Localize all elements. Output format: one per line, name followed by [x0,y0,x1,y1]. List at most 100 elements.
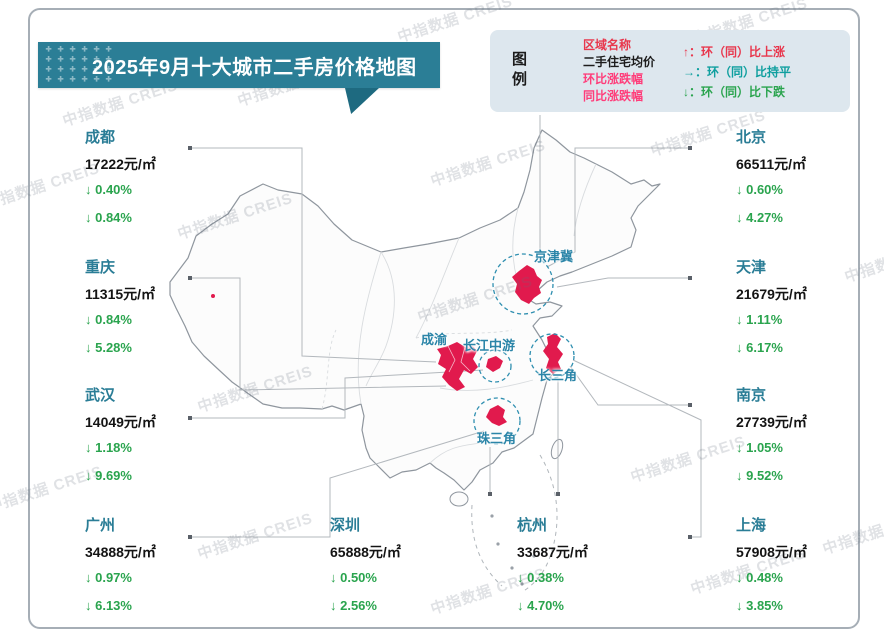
china-outline [169,129,661,491]
city-mom-change: ↓ 0.50% [330,570,377,585]
connector-dots [188,146,692,539]
city-price: 57908元/㎡ [736,544,807,560]
city-name: 南京 [736,387,767,404]
region-label-jingjinji: 京津冀 [534,249,574,264]
cluster-changsanjiao [543,333,563,374]
city-mom-change: ↓ 0.84% [85,312,132,327]
city-mom-change: ↓ 1.05% [736,440,783,455]
city-mom-change: ↓ 0.60% [736,182,783,197]
city-name: 上海 [736,517,767,534]
cluster-dot-west [211,294,215,298]
city-price: 65888元/㎡ [330,544,401,560]
circle-jingjinji [492,253,554,315]
cluster-jingjinji [512,265,542,304]
city-block-chengdu: 成都 17222元/㎡ ↓ 0.40% ↓ 0.84% [85,126,215,238]
page-border [28,8,860,629]
city-price: 11315元/㎡ [85,286,156,302]
legend-mom-change: 环比涨跌幅 [583,72,644,86]
city-yoy-change: ↓ 6.17% [736,340,783,355]
cluster-regions [211,265,563,426]
taiwan-island [550,438,564,460]
city-mom-change: ↓ 0.97% [85,570,132,585]
city-mom-change: ↓ 1.18% [85,440,132,455]
city-yoy-change: ↓ 2.56% [330,598,377,613]
city-yoy-change: ↓ 4.27% [736,210,783,225]
city-block-tianjin: 天津 21679元/㎡ ↓ 1.11% ↓ 6.17% [736,256,866,368]
city-price: 66511元/㎡ [736,156,807,172]
legend-region-name: 区域名称 [583,38,632,52]
cluster-zhusanjiao [486,405,507,426]
cluster-changjiang [486,356,503,372]
circle-zhusanjiao [473,397,521,445]
city-yoy-change: ↓ 9.52% [736,468,783,483]
city-price: 17222元/㎡ [85,156,156,172]
title-banner: 2025年9月十大城市二手房价格地图 [38,42,440,88]
city-name: 北京 [736,129,767,146]
connector-chengdu [190,147,437,363]
city-name: 成都 [85,129,116,146]
city-block-guangzhou: 广州 34888元/㎡ ↓ 0.97% ↓ 6.13% [85,514,215,626]
south-sea-boundary [471,454,558,593]
city-name: 重庆 [85,259,116,276]
city-yoy-change: ↓ 0.84% [85,210,132,225]
region-label-chengyu: 成渝 [421,332,448,347]
circle-changsanjiao [529,333,575,379]
city-block-nanjing: 南京 27739元/㎡ ↓ 1.05% ↓ 9.52% [736,384,866,496]
city-block-shenzhen: 深圳 65888元/㎡ ↓ 0.50% ↓ 2.56% [330,514,460,626]
city-name: 广州 [85,517,116,534]
legend-label: 图例 [512,51,528,88]
city-block-shanghai: 上海 57908元/㎡ ↓ 0.48% ↓ 3.85% [736,514,866,626]
connector-guangzhou [190,430,485,538]
city-price: 34888元/㎡ [85,544,156,560]
cluster-circles [473,253,575,445]
region-label-zhusanjiao: 珠三角 [477,431,517,446]
city-yoy-change: ↓ 3.85% [736,598,783,613]
city-mom-change: ↓ 0.38% [517,570,564,585]
city-block-hangzhou: 杭州 33687元/㎡ ↓ 0.38% ↓ 4.70% [517,514,647,626]
city-price: 33687元/㎡ [517,544,588,560]
city-yoy-change: ↓ 9.69% [85,468,132,483]
circle-changjiang [478,349,512,383]
connector-shanghai [572,359,702,538]
city-mom-change: ↓ 0.48% [736,570,783,585]
city-mom-change: ↓ 0.40% [85,182,132,197]
banner-plus-decoration [45,46,117,84]
legend-rows: 区域名称 二手住宅均价 环比涨跌幅 同比涨跌幅 [583,37,655,105]
city-mom-change: ↓ 1.11% [736,312,783,327]
city-yoy-change: ↓ 5.28% [85,340,132,355]
region-label-changjiang: 长江中游 [463,338,516,353]
south-sea-islets [490,514,539,586]
city-name: 杭州 [517,517,548,534]
connector-chongqing [190,277,447,391]
page-title: 2025年9月十大城市二手房价格地图 [92,56,417,79]
connector-wuhan [190,369,484,419]
city-price: 21679元/㎡ [736,286,807,302]
city-block-wuhan: 武汉 14049元/㎡ ↓ 1.18% ↓ 9.69% [85,384,215,496]
legend-yoy-change: 同比涨跌幅 [583,89,644,103]
city-name: 天津 [736,259,767,276]
legend-arrow-down: ↓：环（同）比下跌 [683,85,786,99]
city-block-beijing: 北京 66511元/㎡ ↓ 0.60% ↓ 4.27% [736,126,866,238]
connector-tianjin [556,277,690,288]
city-block-chongqing: 重庆 11315元/㎡ ↓ 0.84% ↓ 5.28% [85,256,215,368]
city-name: 深圳 [330,517,361,534]
city-name: 武汉 [85,387,116,404]
cluster-chengyu [437,342,478,391]
city-yoy-change: ↓ 4.70% [517,598,564,613]
legend-arrow-flat: →：环（同）比持平 [683,65,792,79]
connector-lines [190,115,702,538]
connector-nanjing [569,365,690,406]
legend-avg-price: 二手住宅均价 [583,55,656,69]
city-price: 27739元/㎡ [736,414,807,430]
city-price: 14049元/㎡ [85,414,156,430]
legend-arrow-up: ↑：环（同）比上涨 [683,45,786,59]
cluster-inner-lines [447,345,471,373]
region-label-changsanjiao: 长三角 [538,368,578,383]
city-yoy-change: ↓ 6.13% [85,598,132,613]
hainan-island [449,491,469,507]
legend-arrow-key: ↑：环（同）比上涨 →：环（同）比持平 ↓：环（同）比下跌 [683,42,791,102]
legend: 图例 区域名称 二手住宅均价 环比涨跌幅 同比涨跌幅 ↑：环（同）比上涨 →：环… [490,30,850,112]
connector-beijing [546,147,690,268]
